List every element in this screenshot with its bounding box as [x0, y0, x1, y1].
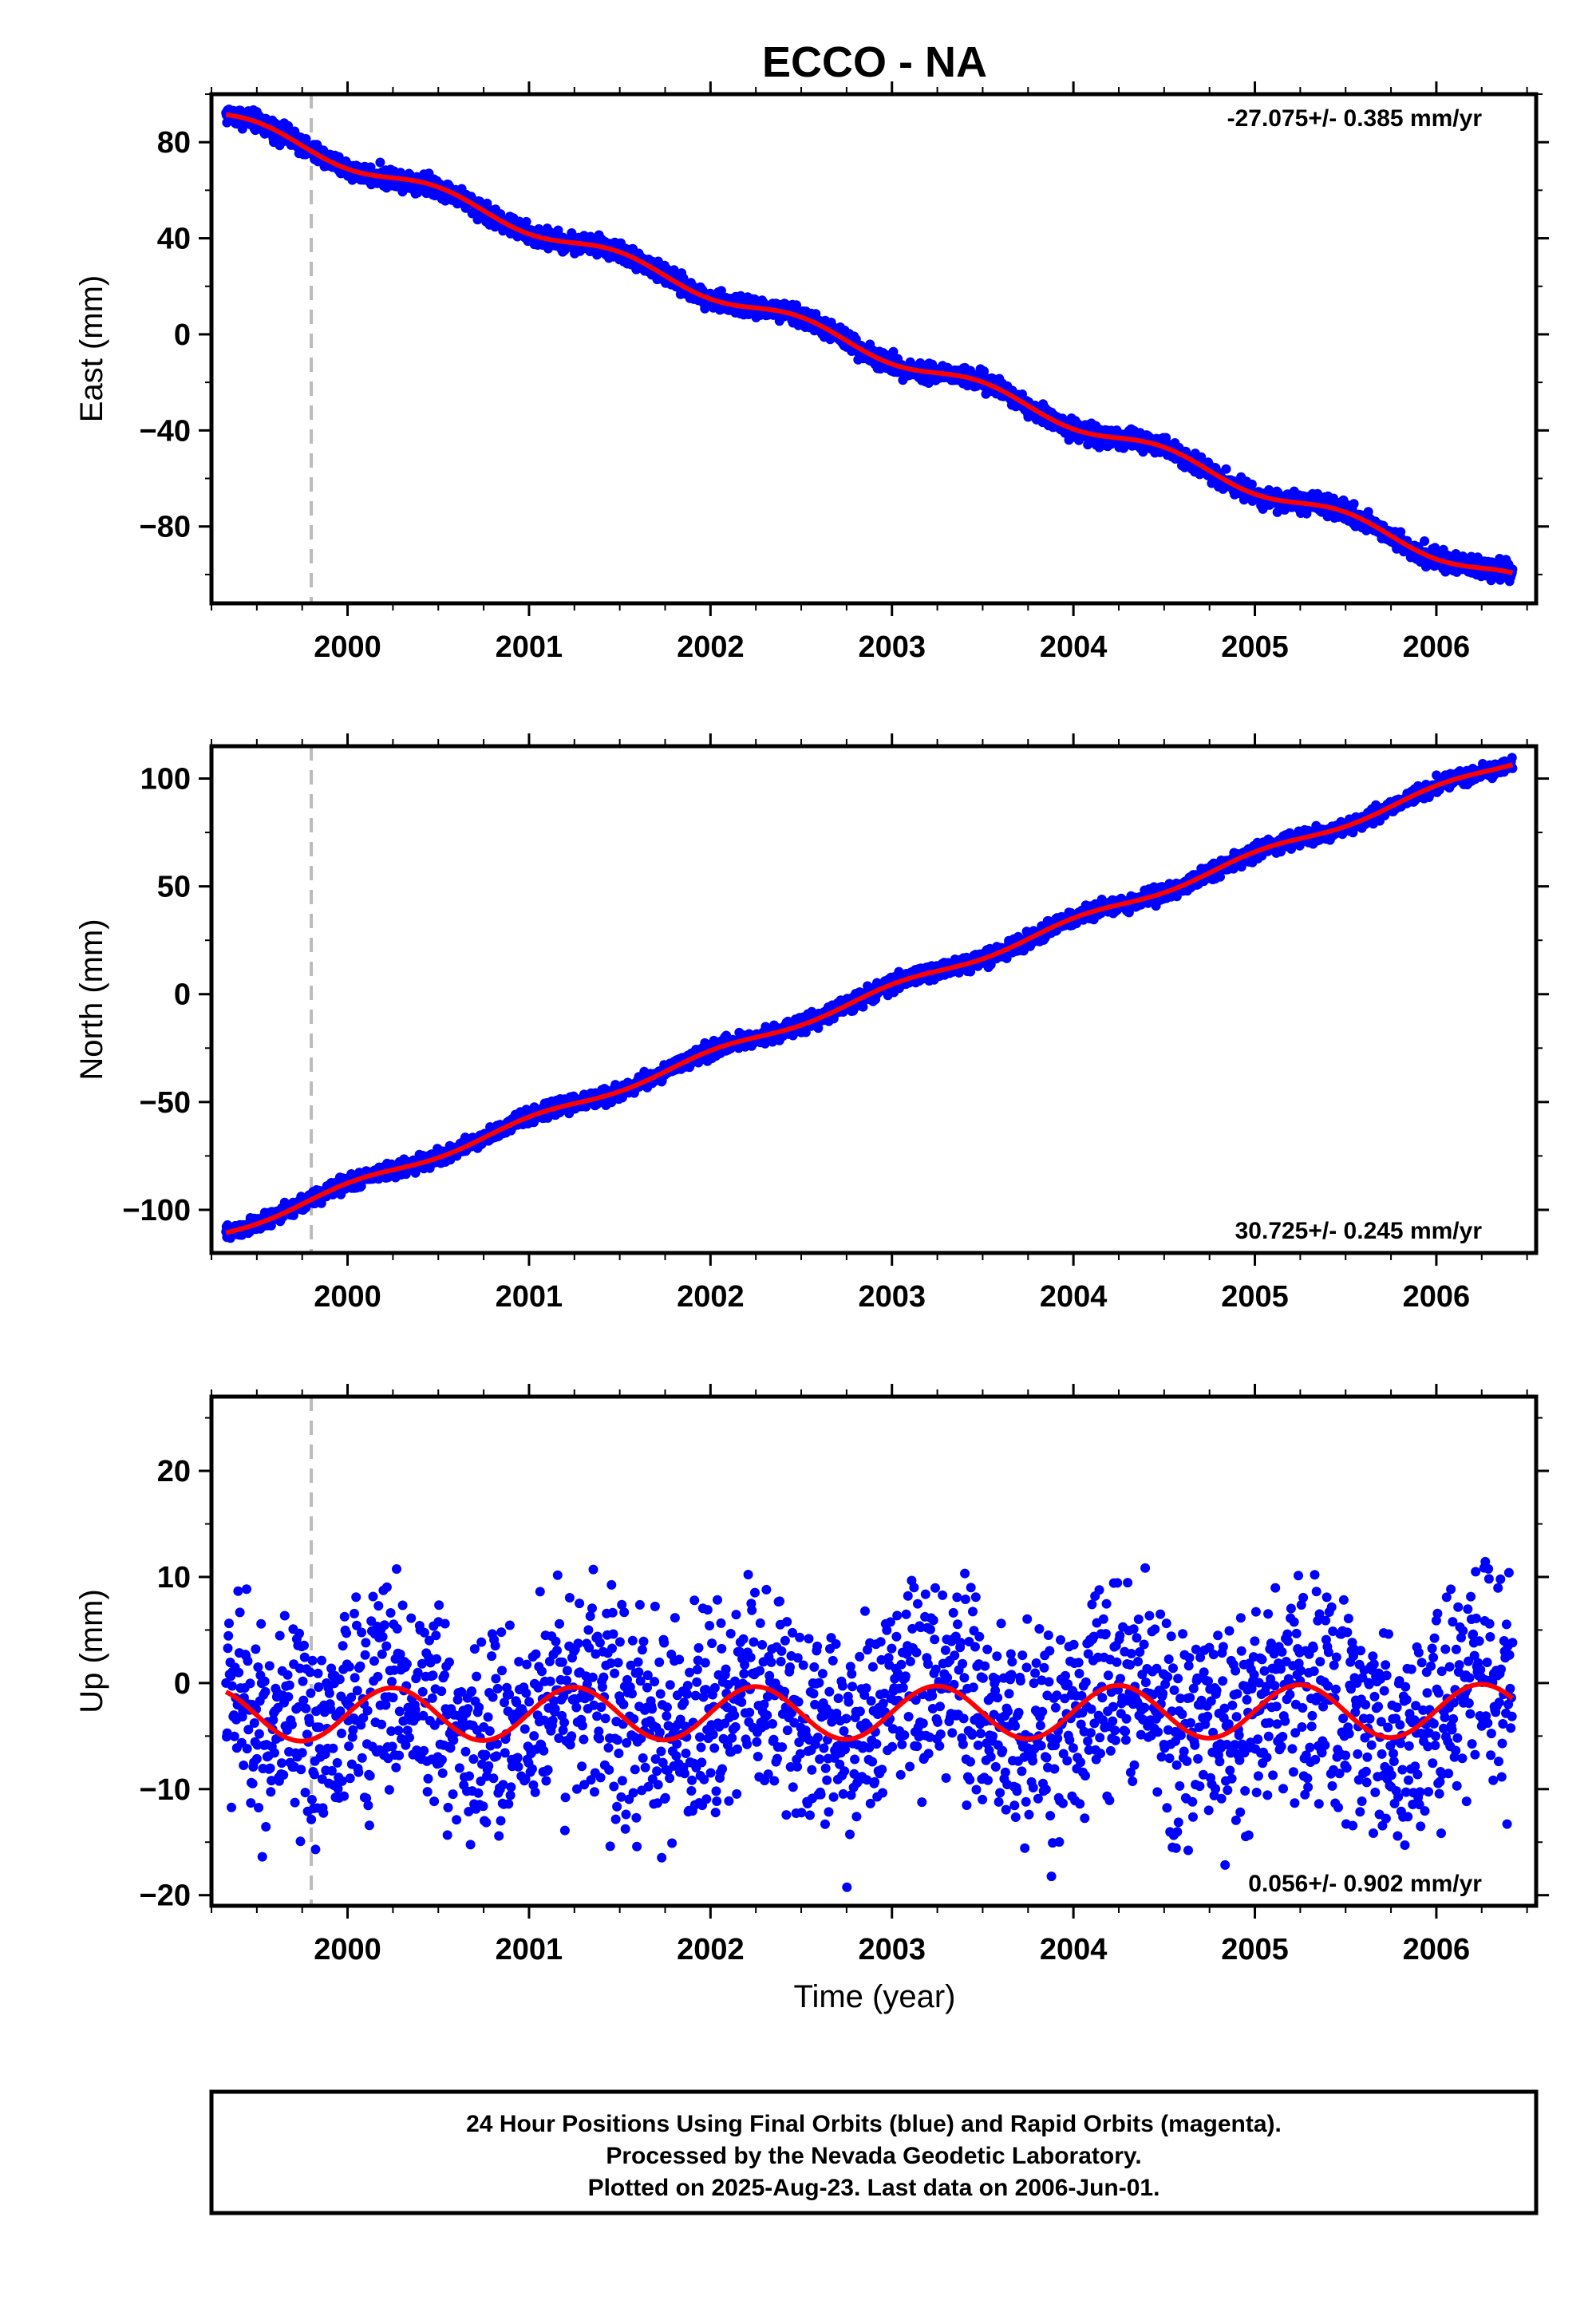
panel-frame	[209, 92, 1539, 606]
chart-title: ECCO - NA	[762, 38, 987, 86]
data-point	[979, 366, 989, 377]
x-tick-label: 2000	[314, 630, 381, 664]
panels-layer: 80 40 0 −40 −80 2000 2001 2002 2003 2004 2005 2006 E…	[74, 81, 1549, 1966]
scatter-points	[221, 105, 1518, 587]
data-point	[1236, 862, 1246, 872]
y-tick-label: −40	[140, 414, 191, 448]
x-tick-label: 2004	[1040, 630, 1108, 664]
velocity-rate-label: -27.075+/- 0.385 mm/yr	[1227, 105, 1483, 132]
data-point	[316, 1198, 326, 1208]
y-tick-label: 40	[157, 223, 191, 256]
y-tick-label: 80	[157, 126, 191, 160]
fit-line	[225, 112, 1514, 575]
x-tick-label: 2006	[1403, 630, 1471, 664]
data-point	[283, 121, 294, 131]
x-tick-label: 2005	[1221, 630, 1289, 664]
x-tick-label: 2002	[677, 630, 745, 664]
data-point	[1420, 536, 1430, 546]
x-tick-label: 2003	[858, 630, 926, 664]
y-axis-label: East (mm)	[74, 275, 109, 422]
data-point	[375, 157, 385, 168]
data-point	[1221, 464, 1231, 474]
y-tick-label: 0	[174, 318, 191, 352]
data-point	[1349, 499, 1359, 509]
scatter-points	[221, 753, 1518, 1243]
data-point	[553, 225, 563, 235]
data-point	[1215, 871, 1225, 882]
y-tick-label: −80	[140, 511, 191, 544]
data-point	[521, 216, 531, 227]
panel-1: 80 40 0 −40 −80 2000 2001 2002 2003 2004 2005 2006 E…	[74, 81, 1549, 664]
x-tick-label: 2001	[496, 630, 563, 664]
data-point	[1246, 479, 1257, 489]
